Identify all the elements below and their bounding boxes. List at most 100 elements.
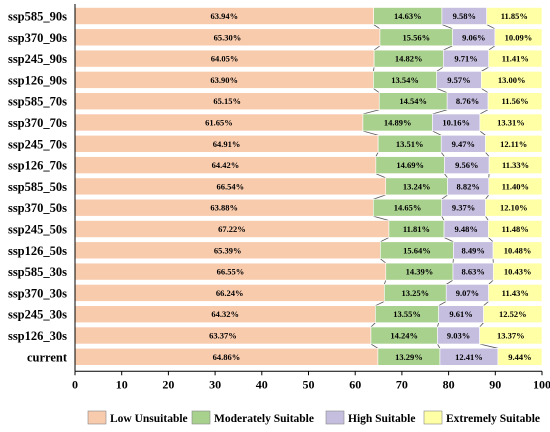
series-connector-line [432, 130, 442, 136]
legend-swatch [325, 410, 345, 425]
series-connector-line [441, 194, 448, 200]
data-label: 64.05% [211, 54, 239, 64]
data-label: 9.03% [447, 331, 470, 341]
data-label: 8.76% [456, 96, 479, 106]
x-axis: 0 10 20 30 40 50 60 70 80 90 100 [72, 4, 550, 391]
data-label: 9.47% [452, 139, 475, 149]
legend-label: Moderately Suitable [214, 413, 314, 425]
data-label: 14.65% [394, 203, 422, 213]
data-label: 13.24% [403, 181, 431, 191]
series-connector-line [479, 343, 499, 349]
x-tick-label: 0 [72, 377, 78, 391]
category-label: ssp585_50s [8, 180, 67, 194]
x-tick-label: 20 [162, 377, 174, 391]
data-label: 11.33% [502, 160, 529, 170]
series-connector-line [432, 109, 448, 115]
data-label: 11.40% [502, 181, 529, 191]
category-label: ssp370_50s [8, 201, 67, 215]
series-connector-line [375, 152, 379, 157]
series-connector-line [370, 343, 379, 349]
category-label: ssp370_70s [8, 116, 67, 130]
bar-segment [488, 220, 543, 238]
legend-label: Extremely Suitable [446, 413, 540, 425]
data-label: 8.82% [456, 181, 479, 191]
bar-segment [481, 71, 543, 89]
series-connector-line [373, 45, 381, 51]
x-tick-label: 30 [209, 377, 221, 391]
data-label: 65.30% [214, 32, 242, 42]
series-connector-line [441, 24, 453, 30]
series-connector-line [485, 194, 490, 200]
data-label: 11.81% [403, 224, 430, 234]
series-connector-line [437, 322, 440, 328]
data-label: 66.24% [216, 288, 244, 298]
series-connector-line [486, 24, 496, 30]
data-label: 15.56% [402, 32, 430, 42]
data-label: 13.37% [497, 331, 525, 341]
x-tick-label: 50 [303, 377, 315, 391]
series-connector-line [481, 88, 489, 94]
data-label: 10.48% [504, 245, 532, 255]
data-label: 65.15% [213, 96, 241, 106]
bar-segment [487, 92, 543, 110]
data-label: 11.56% [501, 96, 528, 106]
bar-segment [488, 284, 543, 302]
data-label: 9.07% [456, 288, 479, 298]
bar-segment [486, 7, 543, 25]
data-label: 14.82% [395, 54, 423, 64]
category-label: ssp126_30s [8, 329, 67, 343]
category-label: ssp585_90s [8, 10, 67, 24]
series-connector-lines [362, 24, 499, 349]
data-label: 13.00% [498, 75, 526, 85]
data-label: 13.31% [497, 118, 525, 128]
data-label: 14.54% [399, 96, 427, 106]
category-label: ssp245_70s [8, 137, 67, 151]
value-labels: 63.94% 14.63% 9.58% 11.85% 65.30% 15.56% 9.06%… [205, 11, 532, 362]
x-tick-label: 40 [256, 377, 268, 391]
category-label: ssp126_50s [8, 244, 67, 258]
bar-segment [483, 305, 543, 324]
series-connector-line [443, 45, 453, 51]
bar-segment [494, 28, 543, 47]
data-label: 67.22% [218, 224, 246, 234]
x-tick-label: 100 [533, 377, 550, 391]
series-connector-line [481, 66, 489, 72]
bar-segment [488, 156, 543, 174]
bar-segment [492, 241, 543, 260]
data-label: 9.48% [455, 224, 478, 234]
bar-segment [492, 262, 543, 281]
bar-segments [74, 7, 543, 366]
series-connector-line [479, 322, 484, 328]
data-label: 64.86% [213, 352, 241, 362]
series-connector-line [375, 301, 385, 307]
data-label: 12.52% [499, 309, 527, 319]
category-label: ssp245_90s [8, 52, 67, 66]
data-label: 13.54% [391, 75, 419, 85]
data-label: 12.41% [455, 352, 483, 362]
series-connector-line [362, 109, 380, 115]
data-label: 9.44% [508, 352, 531, 362]
data-label: 11.41% [502, 54, 529, 64]
bar-segment [488, 49, 543, 68]
category-label: ssp370_30s [8, 286, 67, 300]
x-tick-label: 90 [489, 377, 501, 391]
series-connector-line [483, 301, 489, 307]
series-connector-line [488, 237, 494, 243]
data-label: 12.10% [500, 203, 528, 213]
series-connector-line [438, 301, 447, 307]
category-label: ssp585_30s [8, 265, 67, 279]
series-connector-line [441, 216, 445, 221]
data-label: 9.58% [453, 11, 476, 21]
data-label: 61.65% [205, 118, 233, 128]
data-label: 12.11% [500, 139, 527, 149]
category-labels: ssp585_90s ssp370_90s ssp245_90s ssp126_90s… [8, 10, 68, 365]
series-connector-line [485, 152, 490, 157]
data-label: 9.56% [455, 160, 478, 170]
data-label: 13.29% [395, 352, 423, 362]
data-label: 63.37% [209, 331, 237, 341]
legend-swatch [191, 410, 211, 425]
category-label: ssp245_50s [8, 223, 67, 237]
series-connector-line [373, 194, 386, 200]
data-label: 65.39% [214, 245, 242, 255]
series-connector-line [485, 215, 489, 221]
